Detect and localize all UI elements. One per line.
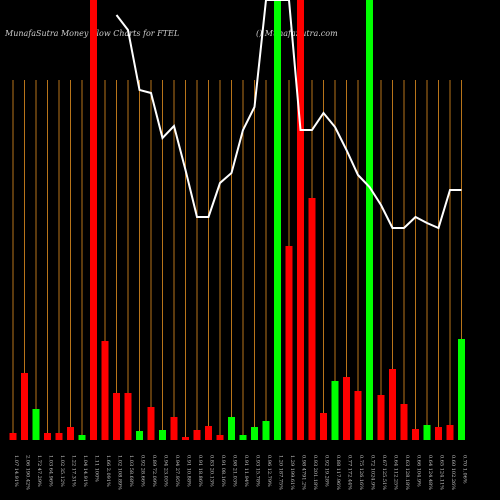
- bar: [274, 0, 281, 440]
- x-tick-label: 0.72 1024.9%: [370, 455, 376, 490]
- bar: [170, 417, 178, 440]
- bar: [44, 433, 51, 440]
- bar: [182, 437, 189, 440]
- bar: [147, 407, 155, 440]
- bar: [446, 425, 454, 440]
- x-tick-label: 0.92 19.28%: [324, 455, 330, 487]
- bar: [136, 431, 143, 440]
- x-tick-label: 0.98 4791.2%: [301, 455, 307, 490]
- x-tick-label: 0.91 10.88%: [186, 455, 192, 487]
- bar: [78, 435, 86, 440]
- bar: [193, 430, 201, 440]
- x-tick-label: 0.91 08.16%: [220, 455, 226, 487]
- x-tick-label: 0.60 102.26%: [450, 455, 456, 490]
- x-tick-label: 1.66 2.091%: [105, 455, 111, 487]
- bar: [159, 430, 166, 440]
- bar: [343, 377, 350, 440]
- bar: [458, 339, 465, 440]
- money-flow-line: [115, 0, 462, 230]
- bar: [124, 393, 132, 440]
- bar: [354, 391, 362, 440]
- x-tick-label: 0.91 18.86%: [197, 455, 203, 487]
- x-tick-label: 1.03 64.96%: [48, 455, 54, 487]
- bar: [228, 417, 235, 440]
- bar: [205, 426, 212, 440]
- x-tick-label: 0.88 117.96%: [335, 455, 341, 490]
- x-tick-label: 1.20 187.75%: [278, 455, 284, 490]
- bar: [400, 404, 408, 440]
- x-tick-label: 1.04 14.91%: [82, 455, 88, 487]
- x-tick-label: 0.67 125.51%: [381, 455, 387, 490]
- x-tick-label: 0.64 124.48%: [427, 455, 433, 490]
- bar: [389, 369, 396, 440]
- x-tick-label: 0.64 112.25%: [393, 455, 399, 490]
- bar: [285, 246, 293, 440]
- bar: [90, 0, 97, 440]
- bar: [113, 393, 120, 440]
- bar: [308, 198, 316, 440]
- x-tick-label: 0.63 128.18%: [404, 455, 410, 490]
- bar: [67, 427, 74, 440]
- x-tick-label: 2.06 190.42%: [25, 455, 31, 490]
- bar: [366, 0, 373, 440]
- bar: [377, 395, 385, 440]
- bar: [251, 427, 258, 440]
- x-tick-label: 0.77 172.44%: [347, 455, 353, 490]
- x-tick-label: 1.11 100%: [94, 455, 100, 482]
- bar: [21, 373, 28, 440]
- bar: [423, 425, 431, 440]
- x-tick-label: 0.96 12.79%: [266, 455, 272, 487]
- bar: [239, 435, 247, 440]
- x-tick-label: 1.29 199.61%: [289, 455, 295, 490]
- x-tick-label: 0.94 27.95%: [174, 455, 180, 487]
- x-tick-label: 0.83 20.13%: [209, 455, 215, 487]
- x-tick-label: 0.91 11.94%: [243, 455, 249, 487]
- bar: [435, 427, 442, 440]
- bar: [9, 433, 17, 440]
- x-tick-label: 0.93 201.18%: [312, 455, 318, 490]
- x-tick-label: 0.65 124.11%: [439, 455, 445, 490]
- x-tick-label: 0.89 72.09%: [151, 455, 157, 487]
- bar: [412, 429, 419, 440]
- bar: [331, 381, 339, 440]
- x-tick-label: 1.03 58.68%: [128, 455, 134, 487]
- x-tick-label: 0.66 104.9%: [416, 455, 422, 487]
- x-tick-label: 0.92 28.66%: [140, 455, 146, 487]
- x-tick-label: 0.75 126.16%: [358, 455, 364, 490]
- x-tick-label: 1.02 35.12%: [59, 455, 65, 487]
- bar: [55, 433, 63, 440]
- bar: [297, 0, 304, 440]
- x-tick-label: 0.70 1.06%: [462, 455, 468, 484]
- x-tick-label: 1.22 17.31%: [71, 455, 77, 487]
- bar: [320, 413, 327, 440]
- x-tick-label: 0.94 23.05%: [163, 455, 169, 487]
- bar: [101, 341, 109, 440]
- x-tick-label: 0.93 15.78%: [255, 455, 261, 487]
- bar: [32, 409, 40, 440]
- bar: [262, 421, 270, 440]
- bar: [216, 435, 224, 440]
- x-tick-label: 1.07 14.91%: [13, 455, 19, 487]
- x-tick-label: 1.72 47.29%: [36, 455, 42, 487]
- x-tick-label: 0.98 21.03%: [232, 455, 238, 487]
- x-tick-label: 1.02 108.89%: [117, 455, 123, 490]
